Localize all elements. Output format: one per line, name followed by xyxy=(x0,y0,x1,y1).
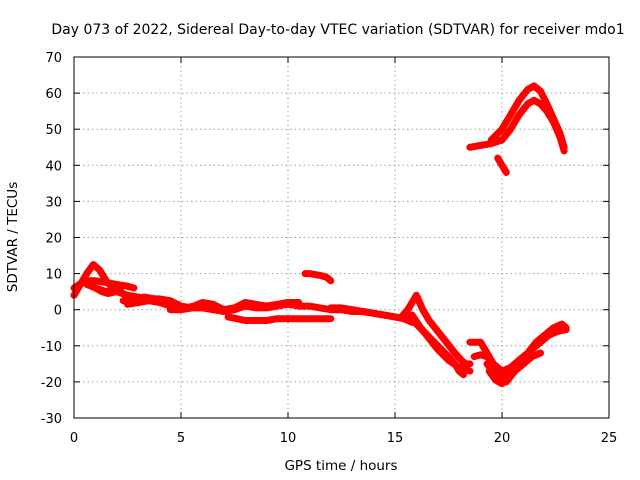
series-line-trace-17 xyxy=(485,349,544,388)
y-tick-label: 70 xyxy=(45,51,62,66)
series-line-trace-13 xyxy=(408,311,474,375)
x-tick-label: 5 xyxy=(177,431,185,446)
series-line-trace-11 xyxy=(397,291,474,368)
x-tick-label: 0 xyxy=(70,431,78,446)
axes: 0 5 10 15 20 25 -30 -20 -10 0 10 20 30 40 50 60 70 xyxy=(41,51,618,446)
x-tick-label: 20 xyxy=(494,431,511,446)
y-tick-label: 50 xyxy=(45,123,62,138)
y-tick-label: -30 xyxy=(41,412,62,427)
y-tick-label: -20 xyxy=(41,376,62,391)
series-line-trace-2 xyxy=(70,277,138,292)
series-line-trace-4 xyxy=(91,284,121,297)
x-axis-label: GPS time / hours xyxy=(284,458,397,474)
chart-title: Day 073 of 2022, Sidereal Day-to-day VTE… xyxy=(51,22,624,38)
y-tick-label: 40 xyxy=(45,159,62,174)
x-tick-label: 15 xyxy=(387,431,404,446)
y-tick-label: 10 xyxy=(45,268,62,283)
y-tick-label: 0 xyxy=(54,304,62,319)
series-line-trace-16 xyxy=(483,326,570,386)
series-line-trace-19 xyxy=(487,82,568,151)
series-line-trace-8 xyxy=(224,313,335,324)
x-tick-label: 10 xyxy=(280,431,297,446)
y-tick-label: 20 xyxy=(45,232,62,247)
y-tick-label: 60 xyxy=(45,87,62,102)
y-tick-label: 30 xyxy=(45,195,62,210)
y-axis-label: SDTVAR / TECUs xyxy=(5,182,21,292)
series-line-trace-20 xyxy=(494,154,510,176)
y-tick-label: -10 xyxy=(41,340,62,355)
grid xyxy=(74,57,609,418)
plot-area xyxy=(70,82,570,388)
x-tick-label: 25 xyxy=(601,431,618,446)
series-line-trace-9 xyxy=(301,270,335,285)
